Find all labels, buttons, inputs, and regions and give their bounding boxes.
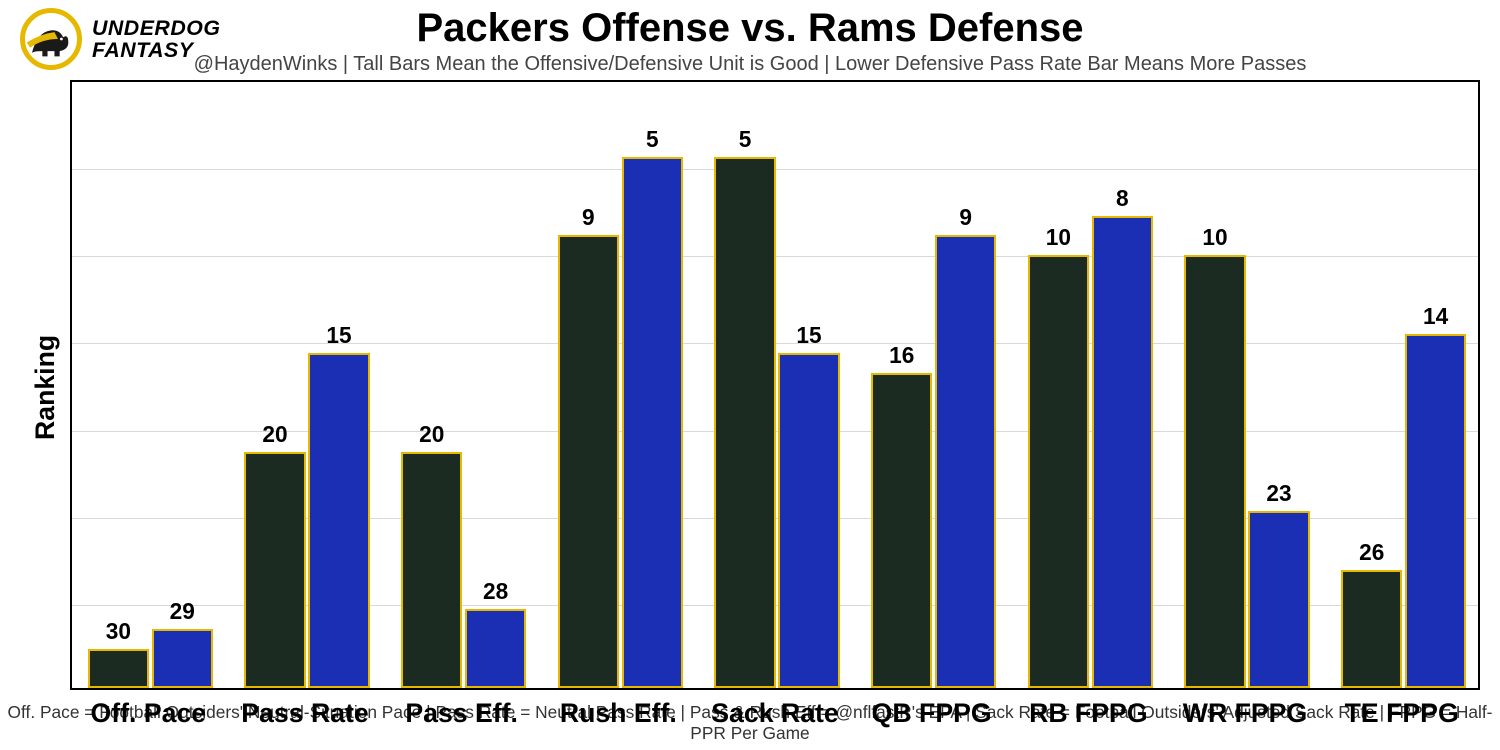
x-tick-label: TE FPPG bbox=[1345, 698, 1459, 729]
bar bbox=[778, 353, 839, 688]
bar-value-label: 5 bbox=[739, 126, 752, 153]
x-tick-label: QB FPPG bbox=[872, 698, 992, 729]
bar-value-label: 15 bbox=[326, 322, 351, 349]
bar-value-label: 20 bbox=[419, 421, 444, 448]
bar bbox=[1248, 511, 1309, 688]
x-tick-label: Off. Pace bbox=[91, 698, 207, 729]
bar bbox=[714, 157, 775, 688]
bar bbox=[1184, 255, 1245, 688]
x-tick-label: Sack Rate bbox=[711, 698, 838, 729]
bar-value-label: 10 bbox=[1202, 224, 1227, 251]
bar bbox=[401, 452, 462, 688]
bar-value-label: 30 bbox=[106, 618, 131, 645]
bar-value-label: 9 bbox=[582, 204, 595, 231]
bar-value-label: 16 bbox=[889, 342, 914, 369]
bar bbox=[1092, 216, 1153, 688]
bar bbox=[1028, 255, 1089, 688]
x-tick-label: Pass Rate bbox=[241, 698, 368, 729]
bar-value-label: 10 bbox=[1046, 224, 1071, 251]
bar-value-label: 26 bbox=[1359, 539, 1384, 566]
bar-value-label: 23 bbox=[1266, 480, 1291, 507]
bar bbox=[88, 649, 149, 688]
y-axis-label: Ranking bbox=[30, 335, 61, 440]
bar bbox=[558, 235, 619, 688]
bar-value-label: 14 bbox=[1423, 303, 1448, 330]
bar-value-label: 28 bbox=[483, 578, 508, 605]
plot-area: 30 29 20 15 20 28 9 5 5 15 16 9 10 8 10 23 26 14 bbox=[70, 80, 1480, 690]
bar bbox=[935, 235, 996, 688]
x-tick-label: Rush Eff. bbox=[560, 698, 677, 729]
bar bbox=[871, 373, 932, 688]
x-tick-label: RB FPPG bbox=[1029, 698, 1147, 729]
bar bbox=[1405, 334, 1466, 688]
chart-subtitle: @HaydenWinks | Tall Bars Mean the Offens… bbox=[0, 53, 1500, 76]
bar bbox=[622, 157, 683, 688]
bar bbox=[308, 353, 369, 688]
bar bbox=[244, 452, 305, 688]
bar-value-label: 15 bbox=[796, 322, 821, 349]
chart-title: Packers Offense vs. Rams Defense bbox=[0, 6, 1500, 51]
bar bbox=[152, 629, 213, 688]
bar-value-label: 8 bbox=[1116, 185, 1129, 212]
x-tick-label: Pass Eff. bbox=[405, 698, 518, 729]
x-tick-label: WR FPPG bbox=[1183, 698, 1307, 729]
bar-value-label: 20 bbox=[262, 421, 287, 448]
bar-value-label: 29 bbox=[170, 598, 195, 625]
chart-header: Packers Offense vs. Rams Defense @Hayden… bbox=[0, 6, 1500, 76]
bar-value-label: 9 bbox=[959, 204, 972, 231]
bar bbox=[1341, 570, 1402, 688]
bar bbox=[465, 609, 526, 688]
bar-value-label: 5 bbox=[646, 126, 659, 153]
